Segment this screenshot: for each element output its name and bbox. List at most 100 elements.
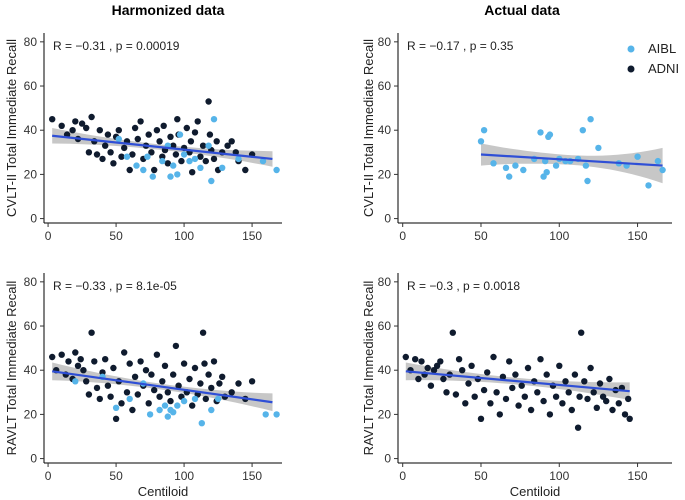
aibl-point <box>170 162 177 169</box>
adni-point <box>433 362 441 369</box>
aibl-point <box>186 157 193 165</box>
y-tick-label: 80 <box>24 35 38 49</box>
adni-point <box>134 135 141 143</box>
aibl-point <box>208 406 215 414</box>
adni-point <box>110 364 117 372</box>
adni-point <box>496 411 503 418</box>
y-tick-label: 0 <box>384 452 391 466</box>
aibl-point <box>149 173 156 180</box>
adni-point <box>187 138 195 145</box>
adni-point <box>80 367 87 374</box>
adni-point <box>172 151 180 158</box>
adni-point <box>440 375 447 383</box>
aibl-point <box>214 395 222 403</box>
adni-point <box>562 378 569 385</box>
y-tick-label: 20 <box>24 167 38 181</box>
aibl-point <box>197 164 204 171</box>
adni-point <box>151 386 158 394</box>
adni-point <box>115 127 123 134</box>
adni-point <box>418 358 425 365</box>
aibl-point <box>180 151 188 158</box>
adni-point <box>459 367 466 374</box>
adni-point <box>186 375 193 383</box>
adni-point <box>167 133 174 140</box>
adni-point <box>160 122 167 129</box>
adni-point <box>145 131 152 138</box>
stat-r: R = −0.17 <box>407 39 460 53</box>
adni-point <box>578 329 585 336</box>
stat-p: p = 0.00019 <box>116 39 180 53</box>
aibl-point <box>520 166 527 174</box>
adni-point <box>201 360 208 367</box>
adni-point <box>91 358 98 365</box>
y-tick-label: 0 <box>30 212 37 226</box>
x-tick-label: 50 <box>474 469 488 483</box>
adni-point <box>189 402 196 409</box>
adni-point <box>175 382 182 389</box>
adni-point <box>412 356 419 363</box>
adni-point <box>537 356 544 363</box>
adni-point <box>524 364 532 372</box>
adni-point <box>477 415 485 422</box>
adni-point <box>219 373 226 380</box>
regression-line <box>52 370 273 404</box>
aibl-point <box>537 129 544 136</box>
adni-point <box>88 329 95 336</box>
aibl-point <box>543 169 550 176</box>
x-tick-label: 50 <box>474 229 488 243</box>
adni-point <box>178 157 185 165</box>
adni-point <box>88 113 95 121</box>
adni-point <box>96 127 104 134</box>
adni-point <box>228 389 235 396</box>
aibl-point <box>654 157 662 165</box>
adni-point <box>248 378 256 385</box>
adni-point <box>153 127 161 134</box>
adni-point <box>506 358 513 365</box>
x-tick-label: 100 <box>549 229 569 243</box>
aibl-point <box>634 153 641 160</box>
adni-point <box>77 356 84 363</box>
x-tick-label: 0 <box>399 469 406 483</box>
adni-point <box>156 393 163 400</box>
adni-point <box>197 380 204 387</box>
adni-point <box>72 349 79 356</box>
aibl-point <box>579 127 586 134</box>
aibl-point <box>126 395 133 403</box>
adni-point <box>99 369 106 376</box>
adni-point <box>194 118 201 125</box>
y-tick-label: 40 <box>24 363 38 377</box>
y-tick-label: 60 <box>378 79 392 93</box>
adni-point <box>134 391 141 398</box>
adni-point <box>164 160 171 167</box>
adni-point <box>615 400 622 407</box>
adni-point <box>559 400 566 407</box>
adni-point <box>112 415 120 422</box>
regression-line <box>480 153 663 167</box>
adni-point <box>118 153 125 160</box>
adni-point <box>493 389 500 396</box>
adni-point <box>58 351 65 358</box>
adni-point <box>206 131 214 138</box>
y-tick-label: 40 <box>24 123 38 137</box>
adni-point <box>151 166 158 174</box>
adni-point <box>159 378 166 385</box>
aibl-point <box>140 166 147 174</box>
aibl-point <box>167 173 174 180</box>
adni-point <box>107 393 114 400</box>
aibl-point <box>72 378 79 385</box>
x-tick-label: 50 <box>109 469 123 483</box>
adni-point <box>96 395 104 403</box>
adni-point <box>202 157 209 165</box>
adni-point <box>527 406 535 414</box>
adni-point <box>104 131 112 138</box>
x-tick-label: 150 <box>242 469 262 483</box>
adni-point <box>159 153 166 160</box>
x-tick-label: 150 <box>242 229 262 243</box>
x-tick-label: 100 <box>174 229 194 243</box>
adni-point <box>402 353 409 361</box>
adni-point <box>502 395 510 403</box>
adni-point <box>208 384 215 392</box>
adni-point <box>131 124 139 132</box>
adni-point <box>148 371 155 378</box>
aibl-point <box>146 411 154 418</box>
